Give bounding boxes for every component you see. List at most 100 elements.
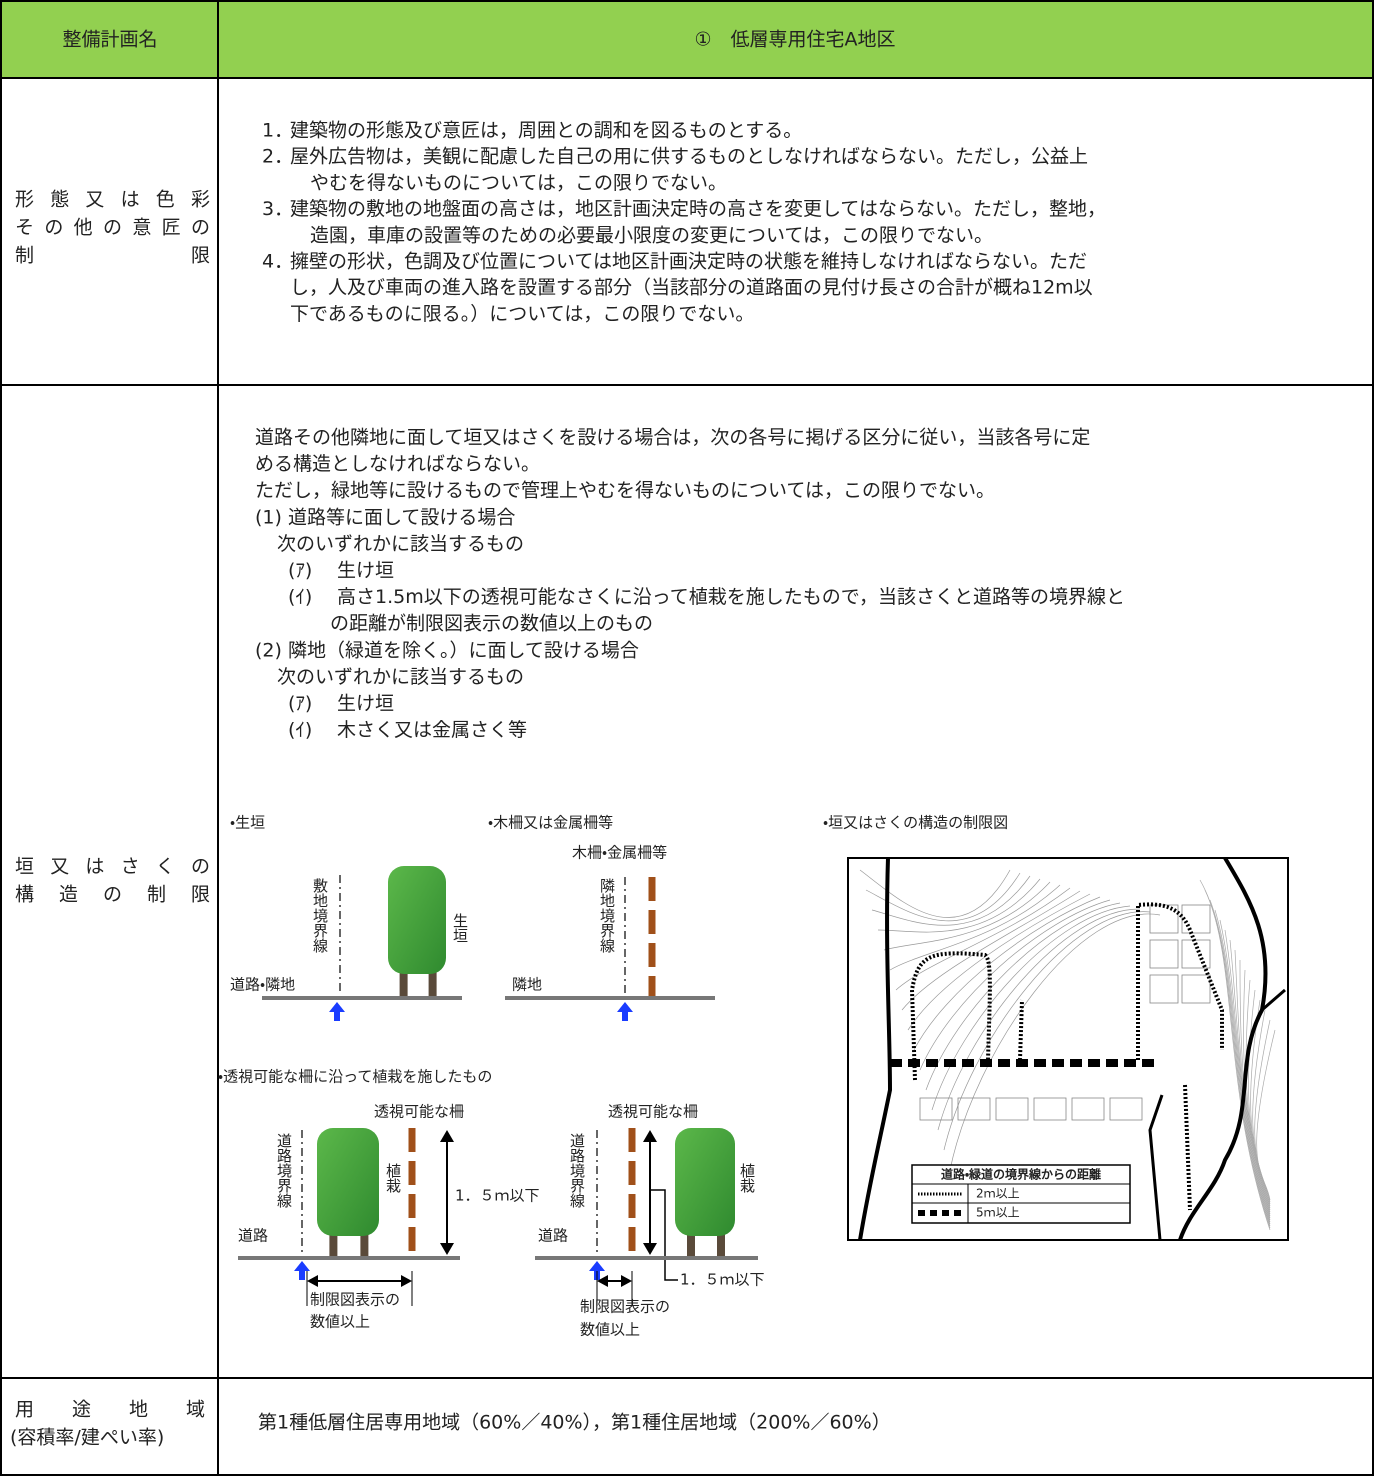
- item-text: 建築物の形態及び意匠は，周囲との調和を図るものとする。: [290, 120, 802, 142]
- contour: [1248, 989, 1271, 1209]
- contour: [1229, 939, 1271, 1219]
- row-label: 垣又はさくの: [15, 856, 210, 878]
- boundary-arrow: [329, 1002, 345, 1012]
- lot: [1181, 974, 1211, 1004]
- figure-label: 植栽: [384, 1163, 402, 1193]
- district-boundary: [1178, 856, 1268, 1241]
- lot: [919, 1097, 953, 1121]
- figure-caption: ・木柵又は金属柵等: [488, 814, 613, 832]
- lot: [1149, 939, 1179, 969]
- figure-label: 道路: [238, 1227, 268, 1245]
- figure-label: 道路・隣地: [230, 976, 295, 994]
- legend-entry: 2ｍ以上: [976, 1187, 1020, 1201]
- option-text: 木さく又は金属さく等: [337, 719, 527, 741]
- section-lead: 次のいずれかに該当するもの: [277, 666, 524, 688]
- paragraph: 道路その他隣地に面して垣又はさくを設ける場合は，次の各号に掲げる区分に従い，当該…: [255, 427, 1090, 449]
- paragraph: める構造としなければならない。: [255, 453, 540, 475]
- contour: [919, 899, 1111, 1071]
- section-heading: (2) 隣地（緑道を除く。）に面して設ける場合: [255, 639, 639, 661]
- contour: [895, 887, 1071, 991]
- contour: [1219, 919, 1271, 1223]
- dimension: [650, 1189, 678, 1281]
- figure-label: 隣地境界線: [598, 878, 616, 953]
- header-cell: ① 低層専用住宅A地区: [694, 29, 895, 51]
- row-content: 第1種低層住居専用地域（60%／40%），第1種住居地域（200%／60%）: [258, 1412, 891, 1434]
- option-mark: (ｲ): [288, 586, 312, 608]
- contour: [901, 890, 1081, 1011]
- contour: [913, 896, 1101, 1051]
- district-boundary: [858, 857, 893, 1241]
- figure-label: 数値以上: [310, 1313, 370, 1331]
- arrowhead: [440, 1243, 454, 1255]
- contour: [1252, 1009, 1271, 1205]
- figure-caption: ・垣又はさくの構造の制限図: [823, 814, 1008, 832]
- arrowhead: [597, 1275, 608, 1287]
- legend-title: 道路・緑道の境界線からの距離: [941, 1167, 1101, 1182]
- item-text: 造園，車庫の設置等のための必要最小限度の変更については，この限りでない。: [310, 224, 993, 246]
- figure-label: 制限図表示の: [580, 1298, 670, 1316]
- contour: [1214, 909, 1271, 1225]
- tree: [675, 1128, 735, 1236]
- figure-label: 敷地境界線: [311, 877, 329, 953]
- tree: [317, 1128, 379, 1236]
- figure-label: 制限図表示の: [310, 1291, 400, 1309]
- row-label: 形態又は色彩: [15, 189, 210, 211]
- item-number: 4．: [262, 251, 293, 273]
- tree: [388, 866, 446, 974]
- row-label: 構造の制限: [15, 884, 210, 906]
- item-number: 2．: [262, 146, 293, 168]
- contour: [883, 881, 1051, 951]
- figure-label: 1．５ｍ以下: [455, 1187, 540, 1205]
- row-label: その他の意匠の: [15, 217, 210, 239]
- item-text: 屋外広告物は，美観に配慮した自己の用に供するものとしなければならない。ただし，公…: [290, 146, 1088, 168]
- figure-caption: ・生垣: [230, 814, 265, 832]
- figure-label: 透視可能な柵: [374, 1103, 464, 1121]
- option-text: 生け垣: [337, 693, 394, 715]
- figure-label: 隣地: [512, 976, 542, 994]
- trunk: [329, 1226, 338, 1258]
- arrowhead: [643, 1130, 657, 1142]
- figure-label: 1．５ｍ以下: [680, 1271, 765, 1289]
- trunk: [360, 1226, 369, 1258]
- lot: [957, 1097, 991, 1121]
- boundary-arrow: [617, 1002, 633, 1012]
- item-number: 1．: [262, 120, 293, 142]
- row-label: 用途地域: [15, 1399, 205, 1421]
- arrowhead: [307, 1275, 318, 1287]
- trunk: [717, 1226, 725, 1258]
- contour: [859, 869, 1011, 918]
- arrowhead: [401, 1275, 412, 1287]
- contour: [889, 884, 1061, 971]
- option-mark: (ｲ): [288, 719, 312, 741]
- item-text: やむを得ないものについては，この限りでない。: [310, 172, 727, 194]
- figure-label: 木柵・金属柵等: [572, 844, 667, 862]
- contour: [925, 902, 1121, 1091]
- arrowhead: [643, 1243, 657, 1255]
- contour: [1256, 1029, 1276, 1201]
- item-text: 擁壁の形状，色調及び位置については地区計画決定時の状態を維持しなければならない。…: [290, 251, 1087, 273]
- boundary-arrow: [622, 1011, 628, 1021]
- section-heading: (1) 道路等に面して設ける場合: [255, 506, 515, 528]
- contour: [1243, 969, 1271, 1213]
- option-mark: (ｱ): [288, 693, 312, 715]
- arrowhead: [621, 1275, 632, 1287]
- row-label: (容積率/建ぺい率): [10, 1427, 164, 1449]
- trunk: [428, 964, 437, 998]
- contour: [1209, 899, 1271, 1227]
- contour: [931, 905, 1131, 1111]
- figure-label: 道路境界線: [568, 1133, 586, 1208]
- lot: [1109, 1097, 1143, 1121]
- figure-label: 道路: [538, 1227, 568, 1245]
- header-cell: 整備計画名: [62, 29, 157, 51]
- trunk: [399, 964, 408, 998]
- contour: [937, 908, 1141, 1131]
- row-label: 制限: [15, 245, 210, 267]
- figure-label: 道路境界線: [275, 1133, 293, 1208]
- lot: [1033, 1097, 1067, 1121]
- figure-label: 植栽: [738, 1163, 756, 1193]
- item-text: 下であるものに限る。）については，この限りでない。: [290, 303, 754, 325]
